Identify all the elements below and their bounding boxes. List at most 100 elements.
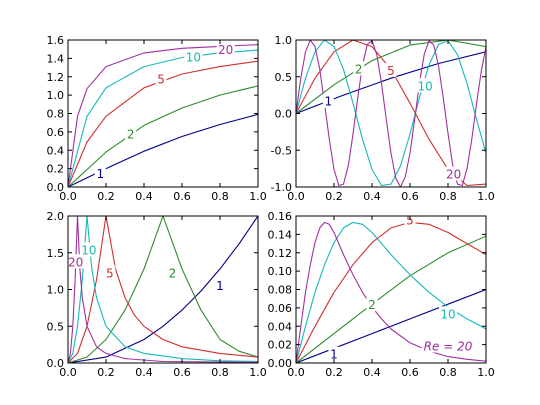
curve-label-20: Re = 20 xyxy=(424,339,473,353)
panel-top-right: 1 2 5 10 20 0.0 0.2 0.4 0.6 0.8 1.0 -1.0 -0.5 0.0 0.5 1… xyxy=(271,34,495,203)
curve-label-backdrop xyxy=(66,254,85,269)
curve-label-2: 2 xyxy=(368,298,376,312)
y-tick-label: 0.14 xyxy=(268,228,293,241)
y-tick-label: 0.06 xyxy=(268,302,293,315)
series-line-2 xyxy=(296,235,486,363)
curve-label-1: 1 xyxy=(330,348,338,362)
curve-label-backdrop xyxy=(328,346,340,361)
x-tick-label: 0.4 xyxy=(363,366,381,379)
series-line-1 xyxy=(68,216,258,363)
y-tick-label: 1.0 xyxy=(47,89,65,102)
curve-label-backdrop xyxy=(167,265,178,280)
y-tick-label: 0.6 xyxy=(47,126,65,139)
curve-label-10: 10 xyxy=(186,50,201,64)
series-line-2 xyxy=(68,85,258,187)
curve-label-backdrop xyxy=(444,166,463,181)
y-tick-label: -0.5 xyxy=(271,144,292,157)
curve-label-backdrop xyxy=(416,78,435,93)
series-line-10 xyxy=(296,221,486,363)
curve-label-backdrop xyxy=(214,277,226,292)
x-tick-label: 0.0 xyxy=(287,366,305,379)
curve-label-backdrop xyxy=(79,242,98,257)
series-line-2 xyxy=(68,216,258,363)
curve-label-backdrop xyxy=(125,126,137,141)
y-tick-label: 0.2 xyxy=(47,163,65,176)
x-tick-label: 0.2 xyxy=(325,190,343,203)
y-tick-label: 0.0 xyxy=(275,108,293,121)
y-tick-label: 0.8 xyxy=(47,108,65,121)
x-tick-label: 0.6 xyxy=(173,190,191,203)
y-tick-label: -1.0 xyxy=(271,181,292,194)
curve-label-backdrop xyxy=(104,265,116,280)
curve-label-2: 2 xyxy=(169,266,177,280)
curve-label-2: 2 xyxy=(355,62,363,76)
x-tick-label: 0.2 xyxy=(325,366,343,379)
curve-label-backdrop xyxy=(184,49,203,64)
x-tick-label: 1.0 xyxy=(477,366,495,379)
x-tick-label: 1.0 xyxy=(249,366,267,379)
x-tick-label: 0.8 xyxy=(211,190,229,203)
curve-label-5: 5 xyxy=(406,214,414,228)
curve-label-backdrop xyxy=(216,42,235,57)
x-tick-label: 1.0 xyxy=(249,190,267,203)
y-tick-label: 0.08 xyxy=(268,284,293,297)
series-line-1 xyxy=(296,288,486,363)
y-tick-label: 1.4 xyxy=(47,52,65,65)
y-tick-label: 0.0 xyxy=(47,357,65,370)
x-tick-label: 0.2 xyxy=(97,366,115,379)
y-tick-label: 0.5 xyxy=(275,71,293,84)
curve-label-5: 5 xyxy=(387,64,395,78)
series-line-2 xyxy=(296,40,486,114)
series-line-10 xyxy=(296,40,486,187)
y-tick-label: 0.5 xyxy=(47,320,65,333)
x-tick-label: 0.6 xyxy=(173,366,191,379)
x-tick-label: 0.0 xyxy=(59,366,77,379)
curve-label-backdrop xyxy=(366,297,378,312)
y-tick-label: 0.4 xyxy=(47,144,65,157)
x-tick-label: 0.6 xyxy=(401,190,419,203)
curve-label-20: 20 xyxy=(218,43,233,57)
series-line-10 xyxy=(68,216,258,363)
curve-label-backdrop xyxy=(322,93,334,108)
x-tick-label: 0.2 xyxy=(97,190,115,203)
series-line-20 xyxy=(68,216,258,363)
panel-top-left: 1 2 5 10 20 0.0 0.2 0.4 0.6 0.8 1.0 0.0 0.2 0.4 0.6 0.8… xyxy=(47,34,267,203)
curve-label-10: 10 xyxy=(418,79,433,93)
curve-label-5: 5 xyxy=(157,73,165,87)
y-tick-label: 2.0 xyxy=(47,210,65,223)
y-tick-label: 1.2 xyxy=(47,71,65,84)
curve-label-backdrop xyxy=(421,338,475,353)
curve-label-backdrop xyxy=(155,71,167,86)
curve-label-20: 20 xyxy=(446,168,461,182)
curve-label-5: 5 xyxy=(106,266,114,280)
curve-label-1: 1 xyxy=(96,167,104,181)
curve-label-backdrop xyxy=(385,62,397,77)
panel-bottom-right: 1 2 5 10 Re = 20 0.0 0.2 0.4 0.6 0.8 1.0 0.00 0.02 0.… xyxy=(268,210,495,379)
x-tick-label: 0.6 xyxy=(401,366,419,379)
x-tick-label: 0.4 xyxy=(135,190,153,203)
curve-label-backdrop xyxy=(353,61,365,76)
x-tick-label: 1.0 xyxy=(477,190,495,203)
curve-label-2: 2 xyxy=(127,128,135,142)
y-tick-label: 1.6 xyxy=(47,34,65,47)
series-group xyxy=(296,221,486,363)
series-line-5 xyxy=(68,60,258,187)
curve-label-10: 10 xyxy=(440,307,455,321)
curve-label-1: 1 xyxy=(216,279,224,293)
x-tick-label: 0.0 xyxy=(59,190,77,203)
x-tick-label: 0.8 xyxy=(439,190,457,203)
x-tick-label: 0.0 xyxy=(287,190,305,203)
x-tick-label: 0.4 xyxy=(363,190,381,203)
x-tick-label: 0.8 xyxy=(439,366,457,379)
curve-label-20: 20 xyxy=(68,255,83,269)
series-line-5 xyxy=(296,221,486,363)
series-line-20 xyxy=(68,44,258,187)
y-tick-label: 0.16 xyxy=(268,210,293,223)
curve-label-1: 1 xyxy=(324,95,332,109)
y-tick-label: 0.02 xyxy=(268,339,293,352)
y-tick-label: 1.0 xyxy=(47,284,65,297)
y-tick-label: 1.0 xyxy=(275,34,293,47)
